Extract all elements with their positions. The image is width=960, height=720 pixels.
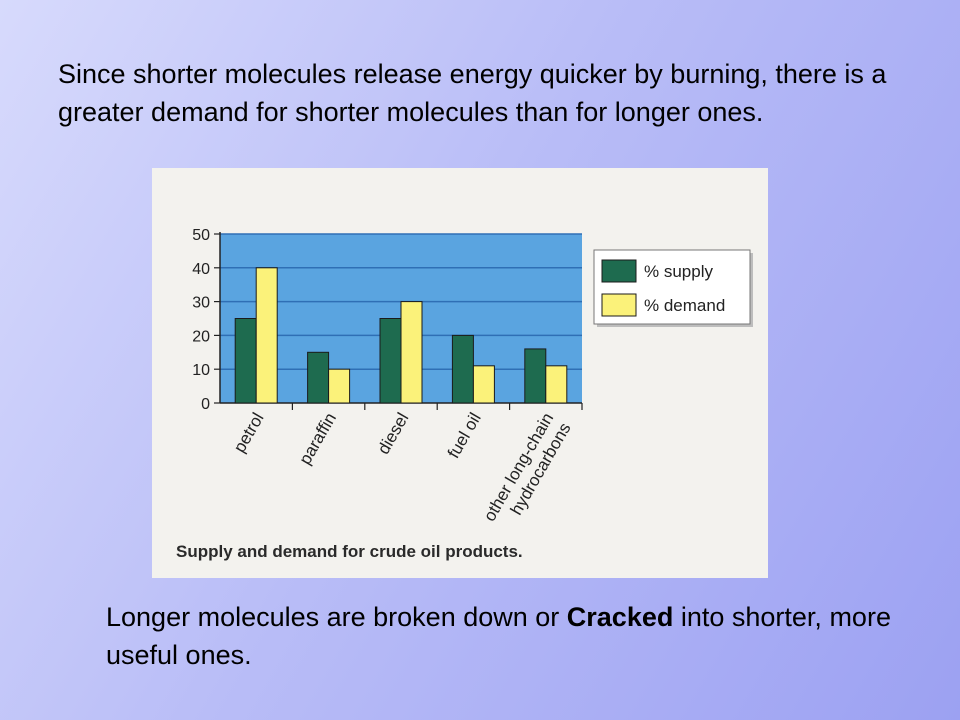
x-category-label: diesel [374, 410, 413, 458]
legend-swatch [601, 259, 637, 283]
intro-paragraph: Since shorter molecules release energy q… [58, 59, 887, 127]
x-category-label: other long-chainhydrocarbons [480, 410, 575, 535]
y-tick-label: 30 [192, 295, 210, 312]
x-category-label: paraffin [295, 410, 340, 468]
outro-text-end: into shorter, more useful ones. [106, 602, 891, 670]
cracked-keyword: Cracked [566, 602, 674, 632]
x-category-label: fuel oil [444, 410, 485, 462]
bar-supply [307, 351, 330, 404]
bar-demand [400, 301, 423, 404]
legend-label: % demand [644, 296, 725, 315]
bar-demand [328, 368, 351, 404]
bar-demand [472, 365, 495, 404]
bar-supply [234, 318, 257, 404]
y-tick-label: 20 [192, 328, 210, 345]
bar-chart: 0 10 20 30 40 50 petrol paraffin diesel fuel oilo… [192, 227, 753, 535]
chart-figure: 0 10 20 30 40 50 petrol paraffin diesel fuel oil o… [152, 168, 768, 578]
legend-swatch [601, 293, 637, 317]
bar-demand [545, 365, 568, 404]
legend-label: % supply [644, 262, 713, 281]
bar-supply [451, 334, 474, 404]
y-tick-label: 0 [201, 396, 210, 413]
bar-supply [379, 318, 402, 404]
y-tick-label: 10 [192, 362, 210, 379]
outro-text-start: Longer molecules are broken down or [106, 602, 567, 632]
bar-supply [524, 348, 547, 404]
y-tick-label: 40 [192, 261, 210, 278]
chart-caption: Supply and demand for crude oil products… [176, 542, 523, 561]
x-category-label: petrol [230, 410, 268, 456]
y-tick-label: 50 [192, 227, 210, 244]
bar-demand [255, 267, 278, 404]
outro-paragraph: Longer molecules are broken down or Crac… [106, 598, 906, 674]
